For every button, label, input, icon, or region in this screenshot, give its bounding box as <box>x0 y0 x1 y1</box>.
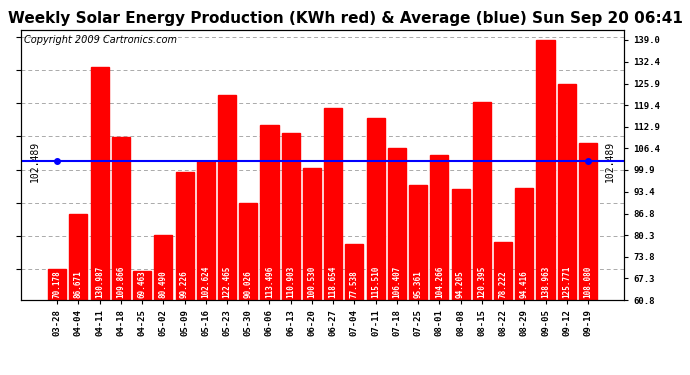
Bar <box>112 137 130 375</box>
Bar <box>155 234 172 375</box>
Bar <box>494 242 512 375</box>
Bar <box>48 269 66 375</box>
Text: Weekly Solar Energy Production (KWh red) & Average (blue) Sun Sep 20 06:41: Weekly Solar Energy Production (KWh red)… <box>8 11 682 26</box>
Text: 69.463: 69.463 <box>137 271 146 298</box>
Text: 115.510: 115.510 <box>371 266 380 298</box>
Bar <box>90 67 108 375</box>
Bar <box>218 95 236 375</box>
Text: 94.416: 94.416 <box>520 271 529 298</box>
Text: 130.987: 130.987 <box>95 266 104 298</box>
Bar <box>558 84 575 375</box>
Text: 100.530: 100.530 <box>308 266 317 298</box>
Bar <box>537 40 555 375</box>
Bar <box>409 185 427 375</box>
Text: 106.407: 106.407 <box>393 266 402 298</box>
Text: 108.080: 108.080 <box>584 266 593 298</box>
Text: 70.178: 70.178 <box>52 271 61 298</box>
Bar <box>303 168 321 375</box>
Text: 120.395: 120.395 <box>477 266 486 298</box>
Text: 102.624: 102.624 <box>201 266 210 298</box>
Text: 102.489: 102.489 <box>30 141 40 182</box>
Bar <box>70 214 88 375</box>
Bar <box>366 118 385 375</box>
Text: 78.222: 78.222 <box>499 271 508 298</box>
Bar <box>388 148 406 375</box>
Bar <box>324 108 342 375</box>
Text: 113.496: 113.496 <box>265 266 274 298</box>
Bar <box>197 161 215 375</box>
Text: 80.490: 80.490 <box>159 271 168 298</box>
Text: 138.963: 138.963 <box>541 266 550 298</box>
Bar <box>451 189 470 375</box>
Bar <box>431 156 448 375</box>
Text: 77.538: 77.538 <box>350 271 359 298</box>
Text: 125.771: 125.771 <box>562 266 571 298</box>
Text: 95.361: 95.361 <box>413 271 422 298</box>
Text: 99.226: 99.226 <box>180 271 189 298</box>
Text: Copyright 2009 Cartronics.com: Copyright 2009 Cartronics.com <box>23 35 177 45</box>
Bar <box>260 125 279 375</box>
Text: 118.654: 118.654 <box>328 266 337 298</box>
Bar <box>346 244 364 375</box>
Text: 109.866: 109.866 <box>117 266 126 298</box>
Text: 86.671: 86.671 <box>74 271 83 298</box>
Text: 104.266: 104.266 <box>435 266 444 298</box>
Bar <box>133 271 151 375</box>
Text: 122.465: 122.465 <box>223 266 232 298</box>
Text: 94.205: 94.205 <box>456 271 465 298</box>
Text: 90.026: 90.026 <box>244 271 253 298</box>
Text: 102.489: 102.489 <box>605 141 615 182</box>
Bar <box>175 172 194 375</box>
Bar <box>239 203 257 375</box>
Text: 110.903: 110.903 <box>286 266 295 298</box>
Bar <box>282 134 299 375</box>
Bar <box>473 102 491 375</box>
Bar <box>515 188 533 375</box>
Bar <box>579 143 597 375</box>
